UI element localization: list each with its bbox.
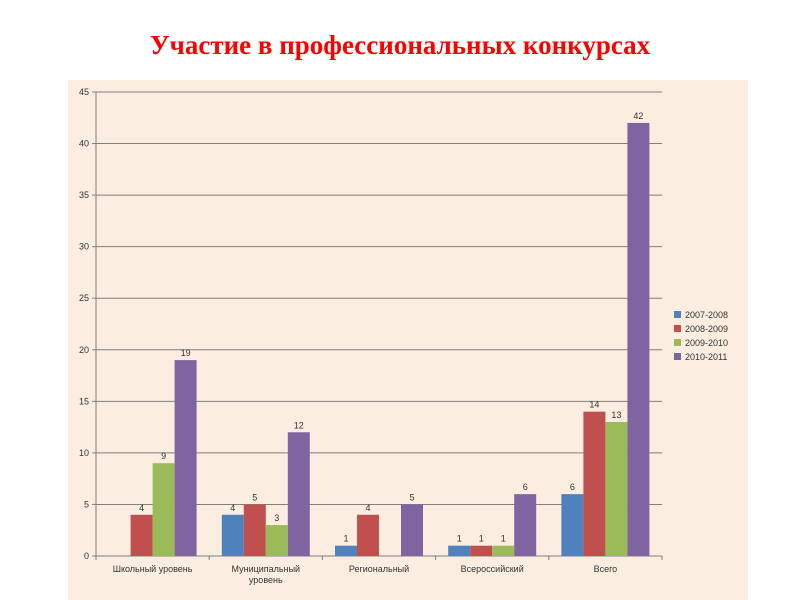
data-label: 4 [230, 503, 235, 513]
category-label: уровень [249, 575, 283, 585]
legend-swatch [674, 353, 681, 360]
data-label: 1 [479, 534, 484, 544]
data-label: 19 [181, 348, 191, 358]
legend-label: 2008-2009 [685, 324, 728, 334]
data-label: 1 [501, 534, 506, 544]
y-tick-label: 15 [79, 396, 89, 406]
category-label: Региональный [349, 564, 409, 574]
category-label: Всего [594, 564, 618, 574]
data-label: 6 [570, 482, 575, 492]
data-label: 14 [589, 400, 599, 410]
y-tick-label: 35 [79, 190, 89, 200]
gridlines [96, 91, 662, 505]
legend-swatch [674, 325, 681, 332]
data-label: 42 [633, 111, 643, 121]
data-label: 13 [611, 410, 621, 420]
page-title: Участие в профессиональных конкурсах [149, 30, 651, 60]
bar [492, 545, 515, 556]
data-label: 4 [365, 503, 370, 513]
bar [287, 432, 310, 556]
legend-swatch [674, 311, 681, 318]
data-labels: 4 1 1 6 4 5 4 1 14 9 3 1 13 19 12 5 6 42 [139, 111, 643, 544]
bar [401, 504, 423, 556]
data-label: 12 [294, 420, 304, 430]
legend-label: 2007-2008 [685, 310, 728, 320]
bar [174, 360, 197, 556]
y-tick-label: 20 [79, 345, 89, 355]
y-tick-label: 10 [79, 448, 89, 458]
bar [357, 514, 379, 556]
category-label: Всероссийский [461, 564, 524, 574]
y-tick-label: 5 [84, 499, 89, 509]
bar [130, 514, 153, 556]
data-label: 3 [274, 513, 279, 523]
bar [514, 494, 537, 556]
bars [130, 122, 650, 556]
bar [152, 463, 175, 556]
data-label: 1 [343, 534, 348, 544]
category-label: Муниципальный [232, 564, 301, 574]
bar [627, 122, 650, 556]
y-tick-label: 30 [79, 242, 89, 252]
data-label: 5 [409, 492, 414, 502]
bar [221, 514, 244, 556]
bar [243, 504, 266, 556]
data-label: 9 [161, 451, 166, 461]
y-tick-label: 0 [84, 551, 89, 561]
legend: 2007-2008 2008-2009 2009-2010 2010-2011 [674, 310, 728, 362]
legend-label: 2010-2011 [685, 352, 727, 362]
y-tick-label: 45 [79, 87, 89, 97]
bar [265, 525, 288, 556]
bar [335, 545, 357, 556]
y-tick-label: 40 [79, 139, 89, 149]
data-label: 5 [252, 492, 257, 502]
bar [448, 545, 471, 556]
data-label: 1 [457, 534, 462, 544]
bar [470, 545, 493, 556]
category-label: Школьный уровень [113, 564, 193, 574]
bar [561, 494, 584, 556]
data-label: 4 [139, 503, 144, 513]
bar [583, 411, 606, 556]
y-tick-label: 25 [79, 293, 89, 303]
bar [605, 421, 628, 556]
legend-label: 2009-2010 [685, 338, 728, 348]
data-label: 6 [523, 482, 528, 492]
legend-swatch [674, 339, 681, 346]
